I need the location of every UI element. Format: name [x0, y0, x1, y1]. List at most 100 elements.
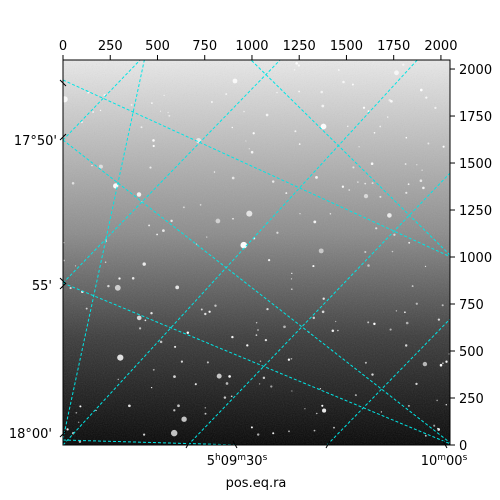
star [136, 315, 142, 321]
ra-label-1: 5h09m30s [207, 453, 268, 469]
star [407, 183, 410, 186]
star [290, 357, 293, 360]
star [204, 412, 207, 415]
sky-image [63, 60, 450, 445]
star [262, 376, 266, 380]
star [276, 91, 278, 94]
star [215, 218, 221, 224]
star [404, 311, 406, 314]
star [434, 106, 437, 110]
star [415, 382, 418, 386]
star [159, 110, 162, 112]
star [367, 110, 370, 113]
star [405, 136, 408, 139]
star [445, 404, 448, 406]
star [213, 171, 216, 173]
ra-grid-line [187, 172, 450, 445]
star [148, 224, 151, 227]
star [416, 164, 418, 166]
y-pixel-tick-label: 500 [459, 345, 484, 360]
star [225, 382, 229, 385]
dec-label-3: 18°00' [9, 427, 52, 442]
star [422, 186, 425, 190]
star [255, 322, 258, 324]
star [257, 433, 260, 436]
star [231, 176, 235, 180]
star [180, 360, 183, 363]
star [315, 176, 318, 179]
star [379, 125, 382, 128]
x-pixel-tick-label: 1250 [283, 39, 316, 54]
star [342, 80, 345, 84]
star [419, 179, 423, 183]
star [204, 407, 207, 409]
star [291, 390, 293, 392]
star [250, 150, 254, 154]
star [246, 210, 253, 217]
ra-label-2: 10m00s [421, 453, 468, 469]
star [358, 146, 360, 148]
x-pixel-tick-label: 2000 [424, 39, 457, 54]
star [313, 220, 317, 224]
star [252, 132, 255, 135]
ra-grid-line [63, 60, 281, 284]
star [442, 362, 444, 365]
star [208, 310, 211, 313]
x-pixel-tick-label: 750 [192, 39, 217, 54]
star [140, 126, 143, 129]
star [391, 250, 394, 253]
star [283, 325, 286, 329]
pixel-axes: 0 250 500 750 1000 1250 1500 1750 2000 0 250 500 750… [59, 39, 492, 454]
star [175, 285, 180, 290]
star [173, 375, 176, 378]
star [270, 385, 273, 388]
star [195, 243, 198, 245]
dec-grid-line [250, 60, 450, 256]
star [380, 411, 383, 413]
star [240, 241, 248, 249]
star [206, 361, 209, 364]
star [85, 307, 88, 310]
star [230, 395, 233, 398]
star [255, 334, 258, 336]
star [170, 429, 178, 437]
star [259, 360, 262, 362]
star [74, 265, 77, 267]
star [98, 164, 103, 169]
star [373, 132, 376, 134]
y-pixel-tick-label: 250 [459, 392, 484, 407]
star [150, 312, 153, 315]
star [181, 416, 187, 422]
star [130, 103, 133, 106]
star [321, 104, 325, 108]
star [232, 78, 238, 84]
star [321, 310, 325, 314]
star [390, 99, 393, 103]
star [370, 162, 374, 165]
star [63, 259, 65, 262]
star [427, 142, 430, 145]
star [199, 204, 202, 206]
y-pixel-tick-label: 0 [459, 439, 467, 454]
star [290, 278, 293, 280]
star [200, 308, 203, 311]
star [357, 181, 359, 183]
x-pixel-tick-label: 1000 [235, 39, 268, 54]
star [312, 265, 315, 268]
star [138, 327, 142, 330]
star [348, 189, 350, 191]
star [231, 126, 234, 129]
star [352, 166, 355, 169]
star [415, 302, 418, 305]
star [248, 148, 250, 150]
star [246, 344, 249, 347]
star [312, 316, 316, 320]
ra-grid-line [326, 318, 450, 445]
star [162, 229, 165, 232]
star [272, 432, 275, 435]
star [231, 335, 234, 339]
star [170, 219, 173, 223]
star [362, 106, 366, 109]
star [419, 88, 423, 92]
x-pixel-tick-label: 1500 [330, 39, 363, 54]
